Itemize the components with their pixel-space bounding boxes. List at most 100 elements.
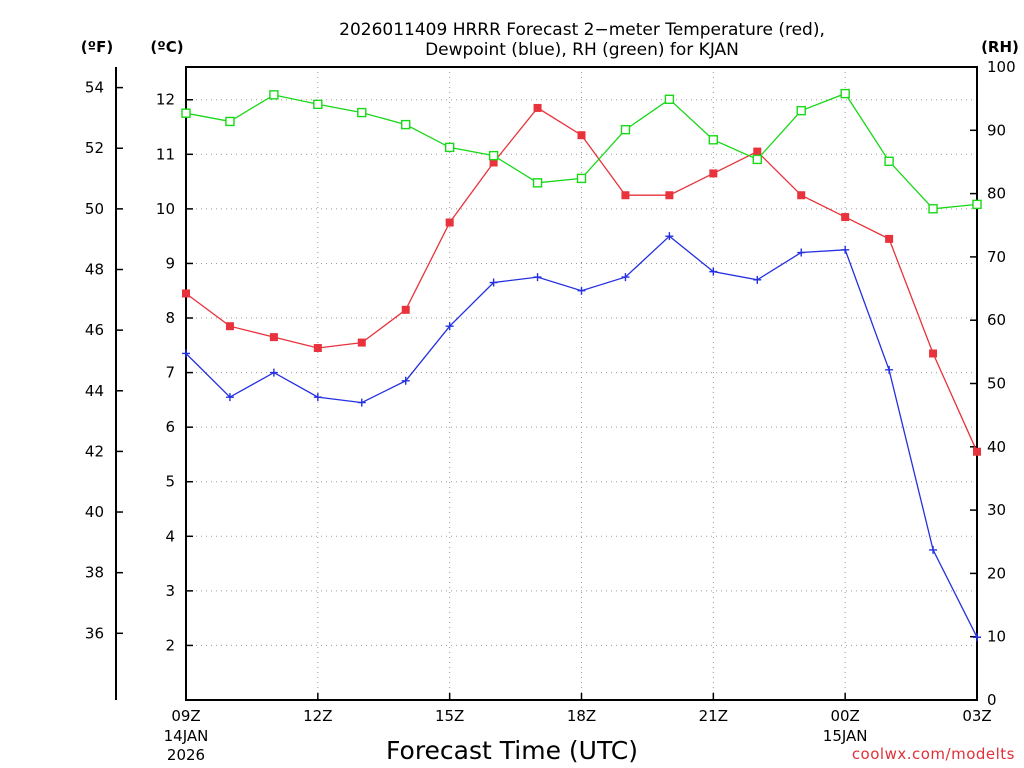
rh-tick-label-0: 0 bbox=[987, 691, 997, 709]
dewpoint-point-12 bbox=[709, 267, 718, 276]
rh-point-4 bbox=[357, 107, 367, 118]
temperature-point-0 bbox=[182, 289, 190, 298]
dewpoint-point-16 bbox=[885, 365, 894, 374]
dewpoint-point-11 bbox=[665, 232, 674, 241]
x-tick-label-00Z: 00Z bbox=[830, 707, 859, 725]
plot-frame bbox=[185, 66, 978, 701]
x-tick-label-03Z: 03Z bbox=[962, 707, 991, 725]
fahrenheit-tick-label-38: 38 bbox=[85, 564, 104, 582]
rh-tick-label-90: 90 bbox=[987, 121, 1006, 139]
temperature-point-7 bbox=[489, 158, 498, 167]
celsius-tick-label-4: 4 bbox=[165, 527, 175, 545]
temperature-point-3 bbox=[313, 344, 322, 353]
x-date-label-2026: 2026 bbox=[167, 746, 205, 764]
rh-line bbox=[185, 92, 978, 210]
dewpoint-point-2 bbox=[269, 368, 278, 377]
temperature-point-10 bbox=[621, 191, 630, 200]
temperature-series bbox=[182, 103, 981, 456]
dewpoint-point-7 bbox=[489, 278, 498, 287]
fahrenheit-tick-label-42: 42 bbox=[85, 442, 104, 460]
rh-tick-label-100: 100 bbox=[987, 58, 1016, 76]
dewpoint-point-5 bbox=[401, 376, 410, 385]
dewpoint-point-10 bbox=[621, 273, 630, 282]
rh-tick-label-10: 10 bbox=[987, 628, 1006, 646]
rh-unit-label: (RH) bbox=[981, 38, 1019, 56]
temperature-point-1 bbox=[225, 322, 234, 331]
temperature-point-2 bbox=[269, 333, 278, 342]
x-tick-label-09Z: 09Z bbox=[171, 707, 200, 725]
dewpoint-point-15 bbox=[841, 245, 850, 254]
rh-point-8 bbox=[532, 178, 543, 188]
fahrenheit-tick-label-50: 50 bbox=[85, 200, 104, 218]
rh-point-1 bbox=[225, 116, 235, 127]
x-tick-label-21Z: 21Z bbox=[699, 707, 728, 725]
dewpoint-point-3 bbox=[313, 393, 322, 402]
rh-tick-label-80: 80 bbox=[987, 185, 1006, 203]
dewpoint-series bbox=[182, 232, 981, 642]
dewpoint-point-18 bbox=[973, 633, 981, 642]
x-tick-label-12Z: 12Z bbox=[303, 707, 332, 725]
dewpoint-point-8 bbox=[533, 273, 542, 282]
dewpoint-point-9 bbox=[577, 286, 586, 295]
chart-title: 2026011409 HRRR Forecast 2−meter Tempera… bbox=[339, 20, 825, 60]
dewpoint-point-6 bbox=[445, 322, 454, 331]
rh-point-10 bbox=[620, 124, 631, 135]
fahrenheit-tick-label-52: 52 bbox=[85, 139, 104, 157]
celsius-tick-label-8: 8 bbox=[165, 309, 175, 327]
rh-point-2 bbox=[269, 90, 279, 100]
temperature-point-18 bbox=[973, 447, 981, 456]
rh-point-16 bbox=[884, 156, 894, 167]
rh-point-5 bbox=[401, 119, 411, 130]
fahrenheit-unit-label: (ºF) bbox=[81, 38, 113, 56]
rh-point-12 bbox=[708, 135, 719, 145]
temperature-point-16 bbox=[885, 234, 894, 243]
rh-point-11 bbox=[664, 94, 675, 104]
temperature-point-8 bbox=[533, 103, 542, 112]
celsius-tick-label-10: 10 bbox=[156, 200, 175, 218]
celsius-tick-label-7: 7 bbox=[165, 364, 175, 382]
rh-series bbox=[181, 88, 982, 214]
fahrenheit-tick-label-48: 48 bbox=[85, 261, 104, 279]
rh-point-0 bbox=[181, 108, 191, 118]
fahrenheit-tick-label-44: 44 bbox=[85, 382, 104, 400]
rh-tick-label-20: 20 bbox=[987, 564, 1006, 582]
fahrenheit-tick-label-36: 36 bbox=[85, 624, 104, 642]
rh-point-13 bbox=[752, 154, 762, 165]
data-series bbox=[181, 88, 982, 642]
rh-point-18 bbox=[972, 199, 982, 210]
temperature-point-15 bbox=[841, 213, 850, 222]
rh-point-17 bbox=[928, 204, 938, 214]
dewpoint-point-13 bbox=[753, 275, 762, 284]
rh-tick-label-30: 30 bbox=[987, 501, 1006, 519]
temperature-point-11 bbox=[665, 191, 674, 200]
rh-point-3 bbox=[313, 99, 323, 110]
dewpoint-point-14 bbox=[797, 248, 806, 257]
temperature-point-9 bbox=[577, 131, 586, 140]
temperature-point-6 bbox=[445, 218, 454, 227]
dewpoint-point-17 bbox=[929, 545, 938, 554]
temperature-point-14 bbox=[797, 191, 806, 200]
temperature-point-4 bbox=[357, 338, 366, 347]
rh-tick-label-60: 60 bbox=[987, 311, 1006, 329]
axes: 36 38 40 42 44 46 48 50 52 54 2 3 4 5 6 7 8 9 10 11 12 0 10 20 3… bbox=[85, 58, 1016, 709]
grid-lines bbox=[185, 67, 978, 700]
x-date-label-14JAN: 14JAN bbox=[164, 727, 209, 745]
dewpoint-point-0 bbox=[182, 349, 190, 358]
celsius-tick-label-12: 12 bbox=[156, 91, 175, 109]
dewpoint-point-4 bbox=[357, 398, 366, 407]
rh-tick-label-70: 70 bbox=[987, 248, 1006, 266]
rh-tick-label-50: 50 bbox=[987, 375, 1006, 393]
celsius-tick-label-3: 3 bbox=[165, 582, 175, 600]
celsius-tick-label-6: 6 bbox=[165, 418, 175, 436]
fahrenheit-tick-label-46: 46 bbox=[85, 321, 104, 339]
temperature-point-13 bbox=[753, 147, 762, 156]
x-tick-label-15Z: 15Z bbox=[435, 707, 464, 725]
celsius-tick-label-5: 5 bbox=[165, 473, 175, 491]
rh-point-7 bbox=[488, 150, 499, 161]
temperature-point-12 bbox=[709, 169, 718, 178]
rh-point-9 bbox=[576, 173, 587, 184]
rh-point-15 bbox=[840, 88, 850, 99]
x-axis-title: Forecast Time (UTC) bbox=[386, 736, 638, 765]
